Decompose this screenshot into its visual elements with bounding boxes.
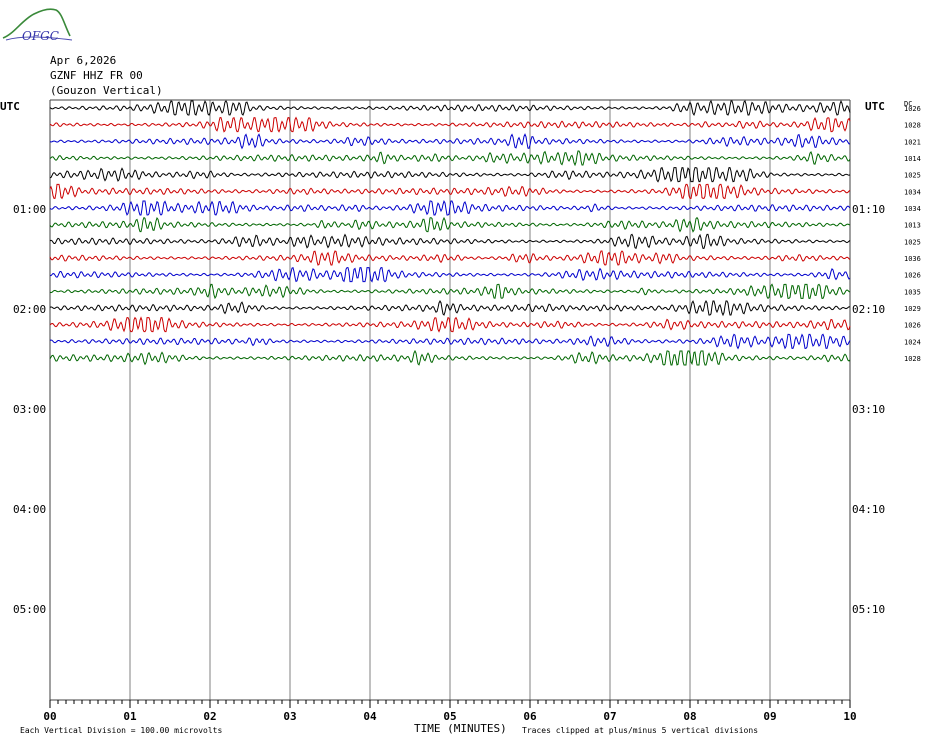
dc-offset-label: 1013 — [904, 222, 921, 230]
time-grid — [49, 99, 851, 708]
left-time-label: 05:00 — [13, 603, 46, 616]
dc-offset-label: 1021 — [904, 138, 921, 146]
seismic-trace — [49, 250, 851, 266]
seismic-trace — [49, 166, 851, 183]
dc-offset-label: 1034 — [904, 188, 921, 196]
footer-clip-note: Traces clipped at plus/minus 5 vertical … — [522, 726, 758, 735]
x-tick-label: 07 — [603, 710, 616, 723]
seismic-trace — [49, 183, 851, 200]
left-time-label: 04:00 — [13, 503, 46, 516]
seismic-trace — [49, 99, 851, 116]
x-tick-label: 06 — [523, 710, 537, 723]
ofgc-logo: OFGC — [2, 8, 73, 43]
seismic-trace — [49, 349, 851, 366]
seismic-traces — [49, 99, 851, 366]
x-tick-label: 02 — [203, 710, 216, 723]
logo-mountain — [2, 8, 71, 39]
header-station: GZNF HHZ FR 00 — [50, 69, 143, 82]
x-tick-label: 00 — [43, 710, 56, 723]
dc-offset-label: 1028 — [904, 355, 921, 363]
x-axis-title: TIME (MINUTES) — [414, 722, 507, 735]
dc-offset-label: 1025 — [904, 238, 921, 246]
right-utc-title: UTC — [865, 100, 885, 113]
seismic-trace — [49, 333, 851, 350]
left-time-label: 03:00 — [13, 403, 46, 416]
logo-text: OFGC — [22, 29, 59, 43]
x-tick-label: 08 — [683, 710, 696, 723]
x-tick-label: 10 — [843, 710, 856, 723]
dc-title: DC — [904, 100, 912, 108]
seismic-trace — [49, 133, 851, 150]
dc-offset-label: 1025 — [904, 172, 921, 180]
seismic-trace — [49, 283, 851, 300]
dc-offset-label: 1026 — [904, 105, 921, 113]
left-utc-title: UTC — [0, 100, 20, 113]
dc-offset-label: 1014 — [904, 155, 921, 163]
right-time-label: 01:10 — [852, 203, 885, 216]
dc-offset-label: 1024 — [904, 338, 921, 346]
header-date: Apr 6,2026 — [50, 54, 117, 67]
dc-offset-label: 1026 — [904, 322, 921, 330]
axis-labels: 00 01 02 03 04 05 06 07 08 09 10 01:00 02:00 03:00 04:… — [13, 105, 921, 723]
x-tick-label: 09 — [763, 710, 776, 723]
seismic-trace — [49, 116, 851, 133]
dc-offset-label: 1034 — [904, 205, 921, 213]
right-time-label: 02:10 — [852, 303, 885, 316]
seismic-trace — [49, 216, 851, 233]
seismic-trace — [49, 266, 851, 283]
right-time-label: 03:10 — [852, 403, 885, 416]
left-time-label: 02:00 — [13, 303, 46, 316]
x-tick-label: 03 — [283, 710, 296, 723]
header-station-name: (Gouzon Vertical) — [50, 84, 163, 97]
dc-offset-label: 1029 — [904, 305, 921, 313]
seismic-trace — [49, 233, 851, 250]
dc-offset-label: 1036 — [904, 255, 921, 263]
footer-division-note: Each Vertical Division = 100.00 microvol… — [20, 726, 222, 735]
dc-offset-label: 1026 — [904, 272, 921, 280]
dc-offset-label: 1028 — [904, 122, 921, 130]
x-tick-label: 01 — [123, 710, 137, 723]
right-time-label: 05:10 — [852, 603, 885, 616]
right-time-label: 04:10 — [852, 503, 885, 516]
dc-offset-label: 1035 — [904, 288, 921, 296]
seismic-trace — [49, 299, 851, 317]
seismic-trace — [49, 316, 851, 333]
x-tick-label: 04 — [363, 710, 377, 723]
left-time-label: 01:00 — [13, 203, 46, 216]
seismic-trace — [49, 200, 851, 216]
logo-swoosh — [5, 36, 73, 41]
x-tick-label: 05 — [443, 710, 456, 723]
seismic-trace — [49, 150, 851, 167]
